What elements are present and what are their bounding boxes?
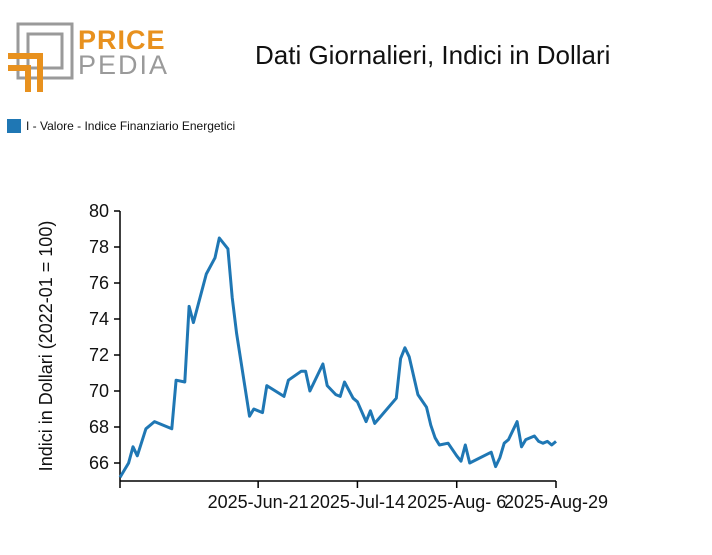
y-tick-label: 74 — [89, 309, 109, 329]
x-tick-label: 2025-Aug-29 — [504, 492, 608, 512]
logo-word-price: PRICE — [78, 25, 166, 55]
logo-mark-icon — [8, 22, 74, 92]
y-tick-label: 70 — [89, 381, 109, 401]
chart-title: Dati Giornalieri, Indici in Dollari — [255, 40, 611, 70]
logo-word-pedia: PEDIA — [78, 50, 170, 80]
y-tick-label: 72 — [89, 345, 109, 365]
y-tick-label: 68 — [89, 417, 109, 437]
y-tick-label: 78 — [89, 237, 109, 257]
series-line — [118, 236, 557, 479]
plot-area — [118, 236, 557, 479]
y-tick-label: 80 — [89, 201, 109, 221]
legend[interactable]: I - Valore - Indice Finanziario Energeti… — [7, 119, 235, 133]
y-tick-label: 66 — [89, 453, 109, 473]
x-tick-label: 2025-Jul-14 — [310, 492, 405, 512]
legend-swatch — [7, 119, 21, 133]
x-tick-label: 2025-Aug- 6 — [407, 492, 506, 512]
y-tick-label: 76 — [89, 273, 109, 293]
pricepedia-logo: PRICE PEDIA — [6, 22, 170, 94]
y-axis-title: Indici in Dollari (2022-01 = 100) — [36, 221, 56, 472]
x-tick-label: 2025-Jun-21 — [208, 492, 309, 512]
legend-label: I - Valore - Indice Finanziario Energeti… — [26, 119, 236, 133]
